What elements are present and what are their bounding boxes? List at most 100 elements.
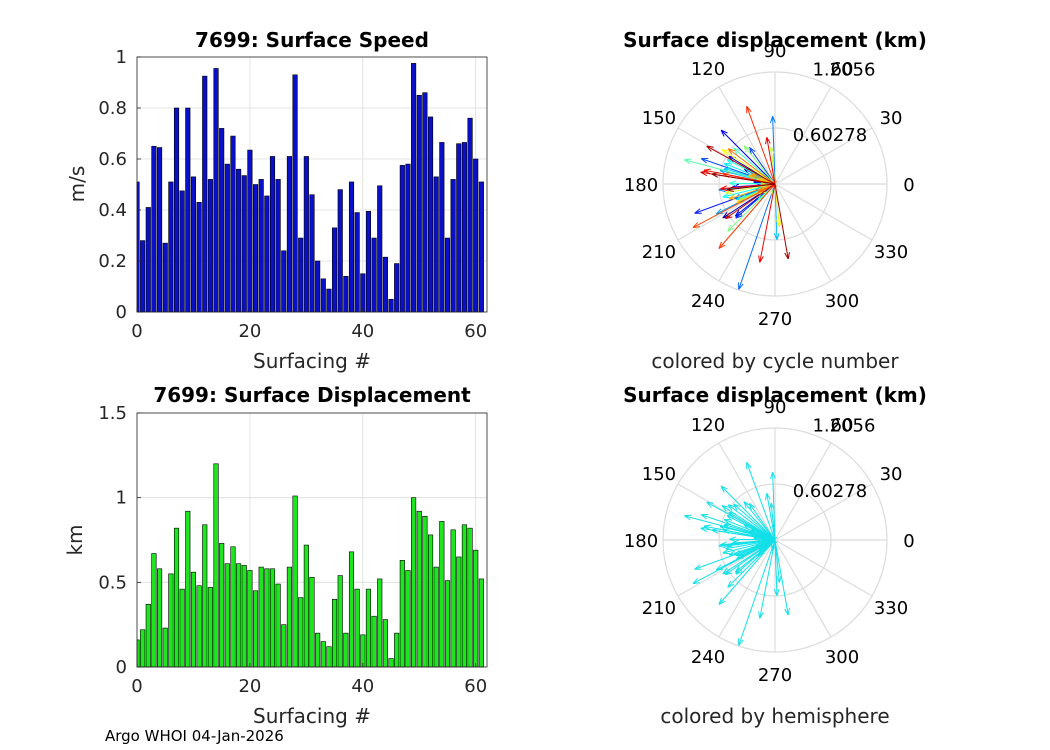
- displacement-bar: [467, 527, 473, 668]
- speed-bar: [456, 143, 462, 313]
- displacement-bar: [473, 549, 479, 668]
- speed-bar: [433, 176, 439, 313]
- polar-cycle-arrow: [692, 183, 776, 229]
- displacement-chart-title: 7699: Surface Displacement: [153, 383, 471, 407]
- displacement-bar: [275, 583, 281, 668]
- polar-hemisphere-angle-label: 120: [691, 415, 725, 436]
- polar-cycle-angle-label: 270: [758, 309, 792, 330]
- speed-bar: [213, 68, 219, 313]
- polar-cycle-arrows: [684, 105, 790, 290]
- speed-bar: [207, 179, 213, 313]
- polar-cycle-arrow: [728, 183, 776, 200]
- speed-bar: [258, 179, 264, 313]
- polar-hemisphere-labels: 0 30 60 90 120 150 180 210 240 270 300 330 0.60278 1.…: [624, 397, 915, 686]
- displacement-bar: [337, 575, 343, 668]
- speed-bar: [416, 94, 422, 313]
- polar-cycle-arrow: [725, 183, 776, 220]
- displacement-bar: [247, 570, 253, 668]
- speed-bars: [136, 63, 484, 313]
- polar-cycle-angle-label: 210: [642, 242, 676, 263]
- speed-y-tick-label: 0: [116, 302, 127, 323]
- polar-hemisphere-arrow: [706, 501, 776, 541]
- displacement-y-ticks: 0 0.5 1 1.5: [98, 403, 141, 678]
- speed-bar: [303, 156, 309, 313]
- polar-cycle-arrow: [738, 183, 776, 290]
- polar-cycle-arrow: [769, 116, 776, 185]
- polar-hemisphere-arrow: [765, 493, 776, 541]
- speed-bar: [405, 163, 411, 313]
- displacement-x-tick-label: 60: [464, 676, 487, 697]
- polar-cycle-title: Surface displacement (km): [623, 28, 927, 52]
- displacement-x-tick-label: 40: [351, 676, 374, 697]
- speed-bar: [354, 212, 360, 313]
- polar-hemisphere-title: Surface displacement (km): [623, 383, 927, 407]
- speed-bar: [252, 184, 259, 313]
- polar-hemisphere-range-label-outer: 1.2056: [812, 416, 875, 437]
- polar-cycle-angle-label: 150: [642, 108, 676, 129]
- displacement-bar: [427, 534, 434, 668]
- displacement-bar: [394, 632, 400, 668]
- polar-hemisphere-arrow: [692, 539, 776, 585]
- speed-x-ticks: 0 20 40 60: [131, 308, 487, 342]
- surface-speed-chart: 7699: Surface Speed 0 20 40 60 0 0.2 0.4 0.6 0.…: [65, 28, 488, 373]
- displacement-bar: [326, 646, 332, 668]
- polar-hemisphere-arrows: [684, 461, 790, 646]
- speed-bar: [365, 210, 372, 313]
- polar-hemisphere-arrow: [758, 539, 776, 619]
- polar-cycle-arrow: [721, 149, 776, 185]
- displacement-bar: [456, 556, 462, 668]
- displacement-bar: [439, 521, 445, 668]
- speed-x-label: Surfacing #: [253, 349, 371, 373]
- displacement-bar: [196, 585, 202, 668]
- speed-y-tick-label: 1: [116, 47, 127, 68]
- polar-cycle-arrow: [726, 183, 776, 192]
- displacement-bar: [219, 543, 225, 668]
- speed-bar: [230, 135, 236, 313]
- displacement-bar: [343, 632, 349, 668]
- displacement-bar: [354, 588, 360, 668]
- speed-bar: [140, 240, 146, 313]
- polar-hemisphere-arrow: [718, 539, 776, 605]
- displacement-bar: [230, 546, 236, 668]
- displacement-bar: [140, 629, 146, 668]
- polar-hemisphere-caption: colored by hemisphere: [660, 704, 889, 728]
- polar-cycle-angle-label: 180: [624, 175, 658, 196]
- polar-hemisphere-angle-label: 240: [691, 647, 725, 668]
- displacement-bar: [315, 632, 321, 668]
- speed-bar: [224, 163, 230, 313]
- speed-y-label: m/s: [65, 166, 89, 203]
- speed-bar: [382, 256, 388, 313]
- polar-hemisphere-arrow: [725, 539, 776, 576]
- displacement-axes-box: [136, 412, 488, 668]
- displacement-bar: [303, 544, 309, 668]
- displacement-bar: [145, 604, 151, 668]
- displacement-bar: [332, 598, 338, 668]
- speed-bar: [371, 237, 377, 313]
- displacement-bar: [281, 624, 287, 668]
- displacement-bar: [173, 527, 180, 668]
- polar-hemisphere-arrow: [733, 503, 776, 541]
- speed-bar: [185, 107, 191, 313]
- polar-cycle-arrow: [743, 145, 776, 185]
- speed-bar: [394, 263, 400, 313]
- speed-bar: [439, 142, 445, 313]
- polar-cycle-arrow: [765, 137, 776, 185]
- displacement-bar: [377, 578, 383, 668]
- speed-bar: [360, 273, 366, 313]
- displacement-bar: [348, 551, 355, 668]
- polar-hemisphere-arrow: [769, 472, 776, 541]
- displacement-bar: [286, 566, 292, 668]
- polar-cycle-angle-label: 30: [880, 108, 903, 129]
- displacement-bar: [162, 627, 168, 668]
- polar-hemisphere-angle-label: 30: [880, 464, 903, 485]
- polar-cycle-caption: colored by cycle number: [651, 349, 899, 373]
- displacement-bar: [444, 580, 451, 668]
- displacement-bar: [264, 568, 270, 668]
- displacement-bar: [461, 524, 467, 668]
- displacement-bar: [309, 576, 315, 668]
- polar-hemisphere-arrow: [711, 528, 776, 541]
- polar-cycle-arrow: [706, 145, 776, 185]
- polar-cycle-angle-label: 300: [825, 291, 859, 312]
- polar-cycle-arrow: [733, 147, 776, 185]
